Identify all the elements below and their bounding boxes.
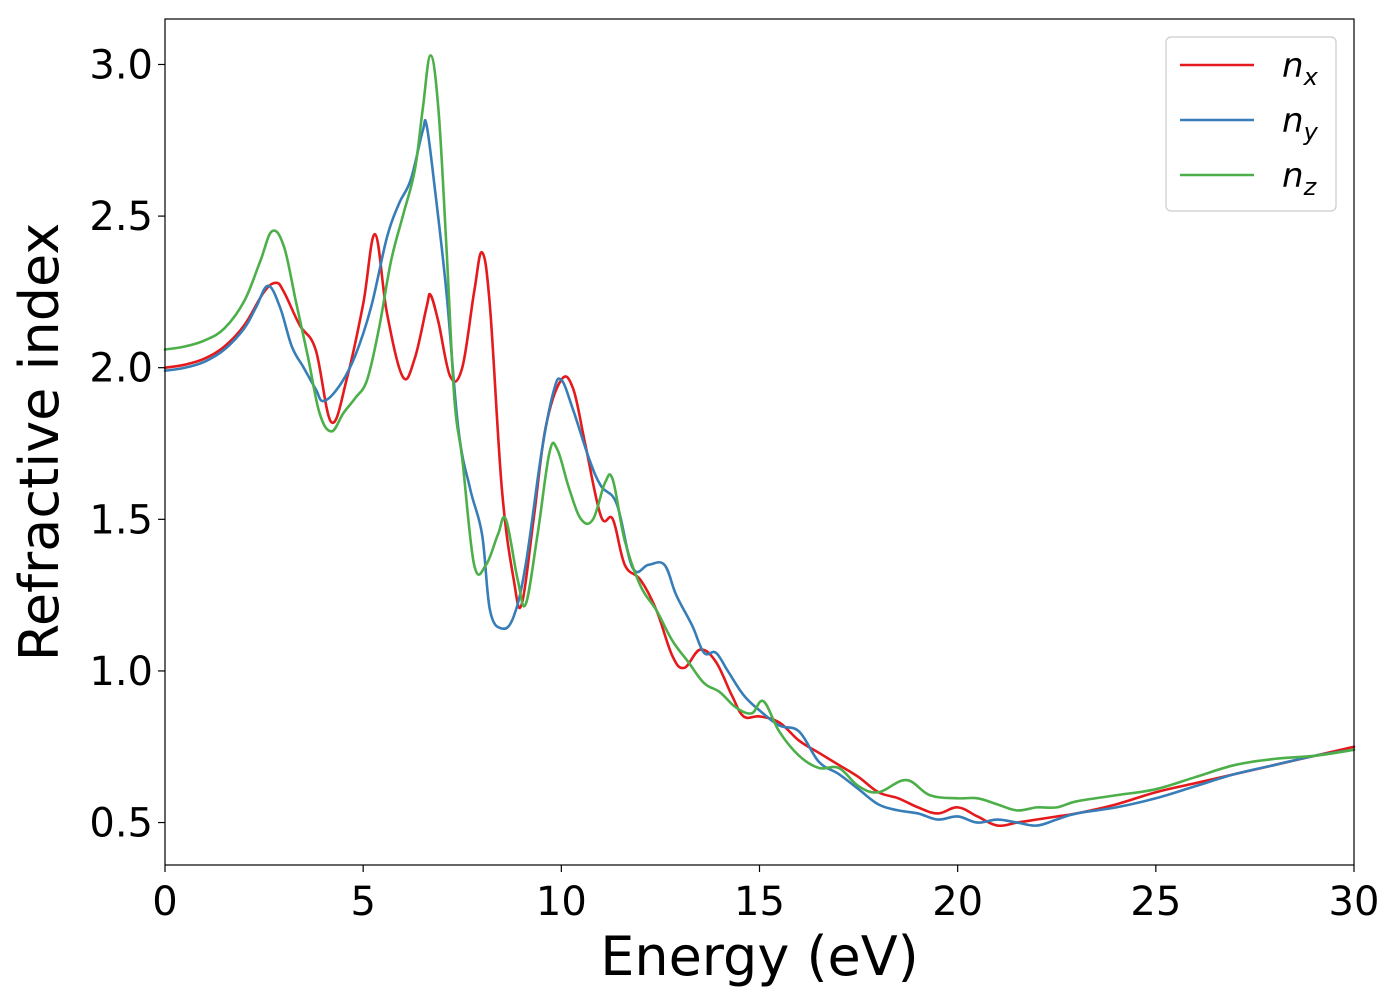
legend-box [1165,36,1337,212]
y-tick-label: 2.5 [89,194,153,240]
y-tick-label: 1.0 [89,649,153,695]
legend-label-base: n [1282,101,1304,141]
series-line-n-y [163,118,1356,827]
legend-label-base: n [1282,156,1304,196]
y-axis-title: Refractive index [8,223,71,662]
legend-label-base: n [1282,46,1304,86]
y-axis-ticks: 0.5 1.0 1.5 2.0 2.5 3.0 [89,42,165,847]
legend-label-x: nx [1282,46,1319,91]
x-axis-ticks: 0 5 10 15 20 25 30 [152,865,1379,925]
series-layer [163,54,1356,828]
series-line-n-z [163,54,1356,812]
x-tick-label: 0 [152,879,177,925]
legend-label-subscript: y [1303,118,1319,146]
x-axis-title: Energy (eV) [600,925,919,988]
y-tick-label: 2.0 [89,346,153,392]
y-tick-label: 3.0 [89,42,153,88]
x-tick-label: 30 [1329,879,1380,925]
x-tick-label: 20 [932,879,983,925]
x-tick-label: 10 [536,879,587,925]
legend-label-subscript: x [1303,63,1319,91]
x-tick-label: 15 [734,879,785,925]
plot-background [165,19,1354,865]
legend-label-subscript: z [1303,173,1318,201]
legend-label-y: ny [1282,101,1319,146]
y-tick-label: 1.5 [89,497,153,543]
legend-label-z: nz [1282,156,1318,201]
x-tick-label: 5 [350,879,375,925]
x-tick-label: 25 [1130,879,1181,925]
y-tick-label: 0.5 [89,801,153,847]
